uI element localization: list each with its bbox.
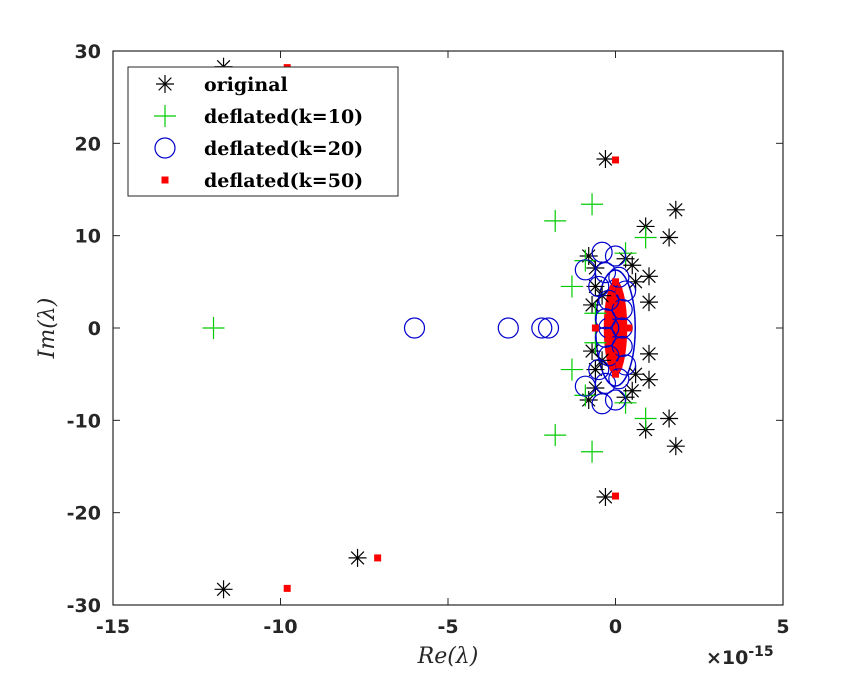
- y-tick-label: 30: [75, 41, 101, 63]
- y-tick-label: -20: [67, 503, 101, 525]
- y-tick-label: 0: [88, 318, 101, 340]
- point-circle-8: [604, 245, 627, 267]
- cluster-red-fill: [603, 279, 628, 377]
- y-tick-label: -30: [67, 595, 101, 617]
- point-circle-13: [608, 368, 630, 390]
- point-circle-3: [537, 317, 560, 339]
- point-plus-7: [634, 226, 657, 249]
- x-multiplier-exponent: -15: [748, 644, 773, 660]
- point-asterisk-10: [636, 217, 655, 236]
- y-tick-label: -10: [67, 410, 101, 432]
- point-plus-6: [560, 358, 583, 381]
- point-square-7: [625, 324, 633, 332]
- point-circle-14: [588, 275, 610, 298]
- legend-label: deflated(k=20): [204, 138, 363, 160]
- point-plus-1: [544, 209, 567, 232]
- point-asterisk-13: [640, 370, 658, 389]
- point-asterisk-15: [640, 344, 658, 363]
- y-tick-label: 10: [75, 226, 101, 248]
- plot-area: [202, 57, 685, 599]
- point-square-14: [618, 306, 626, 314]
- point-square-9: [612, 370, 619, 378]
- point-circle-21: [611, 335, 633, 358]
- point-square-6: [591, 324, 599, 332]
- point-asterisk-24: [583, 295, 602, 314]
- point-circle-20: [611, 298, 633, 321]
- x-tick-label: 5: [776, 616, 789, 638]
- point-asterisk-12: [640, 267, 658, 286]
- x-multiplier-label: ×10-15: [706, 644, 774, 669]
- point-asterisk-8: [660, 228, 679, 247]
- x-tick-label: -15: [96, 616, 130, 638]
- point-square-10: [615, 287, 623, 295]
- point-square-17: [605, 333, 613, 341]
- point-circle-4: [591, 241, 613, 263]
- y-axis-label: Im(λ): [35, 298, 60, 360]
- point-square-4: [612, 156, 619, 164]
- point-square-3: [374, 554, 382, 562]
- point-asterisk-7: [666, 437, 685, 456]
- y-tick-label: 20: [75, 133, 101, 155]
- point-asterisk-5: [596, 487, 615, 506]
- point-circle-10: [594, 262, 617, 284]
- point-plus-3: [581, 193, 604, 216]
- point-square-5: [612, 492, 619, 500]
- point-plus-4: [581, 440, 604, 463]
- point-plus-5: [560, 275, 583, 298]
- x-tick-label: -5: [437, 616, 458, 638]
- point-asterisk-25: [583, 342, 602, 361]
- x-tick-label: -10: [263, 616, 297, 638]
- point-square-1: [283, 584, 291, 592]
- point-square-11: [615, 361, 623, 369]
- legend-label: deflated(k=50): [204, 170, 363, 192]
- point-plus-2: [544, 424, 567, 447]
- legend-label: original: [204, 74, 288, 96]
- point-circle-23: [594, 326, 617, 348]
- legend-marker-asterisk: [156, 75, 174, 93]
- point-asterisk-14: [640, 293, 658, 312]
- point-asterisk-27: [586, 360, 605, 379]
- point-plus-8: [634, 407, 657, 430]
- point-circle-5: [591, 393, 613, 415]
- point-circle-12: [608, 266, 630, 288]
- point-circle-11: [594, 372, 617, 394]
- point-asterisk-3: [348, 548, 367, 567]
- point-asterisk-1: [214, 580, 233, 599]
- point-asterisk-26: [586, 277, 605, 296]
- point-square-16: [605, 315, 613, 323]
- point-circle-2: [531, 317, 553, 339]
- legend-marker-plus: [154, 105, 176, 127]
- point-plus-10: [574, 384, 597, 407]
- legend-marker-square: [161, 176, 169, 184]
- point-square-15: [618, 342, 626, 350]
- point-plus-9: [574, 249, 597, 272]
- axis-ticks: -15 -10 -5 0 5 -30 -20 -10 0 10 20 30: [67, 41, 790, 638]
- legend-marker-circle: [154, 137, 176, 159]
- point-circle-0: [403, 317, 426, 339]
- point-circle-1: [497, 317, 519, 339]
- point-asterisk-9: [660, 409, 679, 428]
- point-square-13: [608, 352, 616, 360]
- point-plus-0: [202, 317, 225, 339]
- x-multiplier-base: ×10: [706, 647, 748, 669]
- legend-label: deflated(k=10): [204, 106, 363, 128]
- point-square-12: [608, 296, 616, 304]
- point-circle-22: [594, 308, 617, 330]
- point-asterisk-4: [596, 150, 615, 169]
- legend-box: [127, 66, 399, 197]
- x-tick-label: 0: [609, 616, 622, 638]
- point-circle-9: [604, 389, 627, 411]
- x-axis-label: Re(λ): [417, 644, 479, 669]
- legend: original deflated(k=10) deflated(k=20) defl…: [127, 66, 399, 197]
- point-circle-15: [588, 358, 610, 381]
- point-square-8: [612, 278, 619, 286]
- point-asterisk-6: [666, 200, 685, 219]
